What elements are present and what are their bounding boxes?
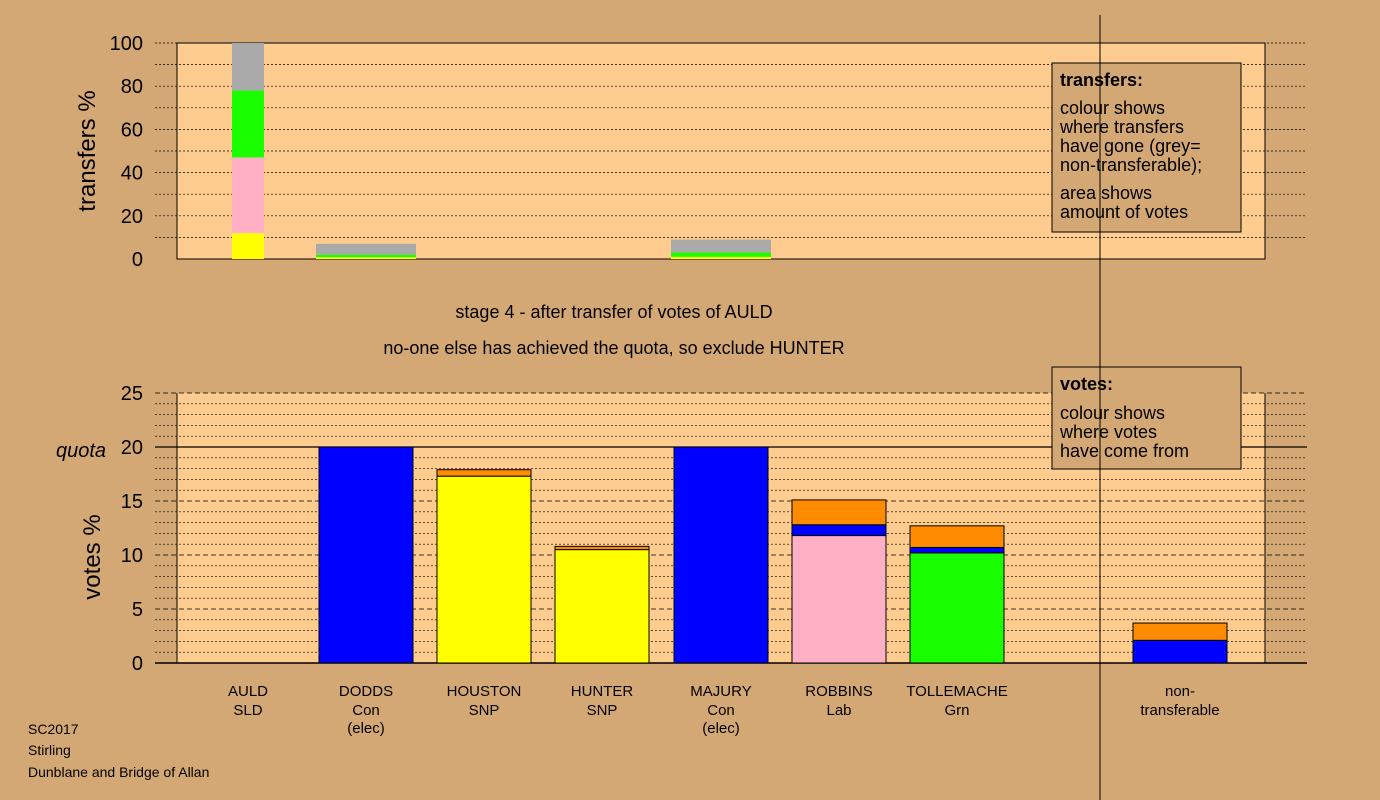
candidate-party-label: Grn — [944, 702, 969, 719]
transfers-legend-line: colour shows — [1060, 98, 1165, 118]
status-text: no-one else has achieved the quota, so e… — [383, 338, 844, 358]
transfer-bar-segment — [671, 239, 771, 253]
transfers-y-tick-label: 0 — [132, 249, 143, 271]
candidate-party-label: SNP — [587, 702, 618, 719]
vote-bar-segment — [909, 546, 1005, 554]
candidate-party-label: Con — [352, 702, 380, 719]
transfers-legend-line: amount of votes — [1060, 202, 1188, 222]
transfers-y-tick-label: 20 — [121, 206, 143, 228]
transfers-y-tick-label: 40 — [121, 163, 143, 185]
vote-bar-segment — [554, 545, 650, 551]
transfer-bar-segment — [232, 90, 264, 158]
candidate-name-label: ROBBINS — [805, 683, 873, 700]
transfer-bar-segment — [232, 43, 264, 91]
votes-legend-box: votes: colour shows where votes have com… — [1051, 366, 1242, 470]
vote-bar-segment — [791, 535, 887, 664]
transfers-legend-line: area shows — [1060, 183, 1152, 203]
vote-bar-segment — [791, 524, 887, 537]
non-transferable-label: transferable — [1140, 702, 1219, 719]
stage-text: stage 4 - after transfer of votes of AUL… — [455, 302, 772, 322]
candidate-status-label: (elec) — [347, 720, 385, 737]
votes-legend-line: colour shows — [1060, 403, 1165, 423]
footer-ward: Dunblane and Bridge of Allan — [28, 764, 209, 780]
candidate-name-label: TOLLEMACHE — [906, 683, 1007, 700]
votes-legend-title: votes: — [1060, 374, 1113, 394]
candidate-name-label: AULD — [228, 683, 268, 700]
transfers-y-tick-label: 80 — [121, 76, 143, 98]
transfer-bar-segment — [316, 254, 416, 258]
transfer-bar-segment — [316, 257, 416, 259]
transfer-bar-segment — [232, 157, 264, 234]
vote-bar-segment — [436, 469, 532, 477]
transfers-legend-line: where transfers — [1059, 117, 1184, 137]
votes-y-tick-label: 25 — [121, 383, 143, 405]
votes-y-tick-label: 15 — [121, 491, 143, 513]
votes-y-tick-label: 5 — [132, 599, 143, 621]
candidate-name-label: MAJURY — [690, 683, 751, 700]
transfers-legend-title: transfers: — [1060, 70, 1143, 90]
votes-y-tick-label: 10 — [121, 545, 143, 567]
vote-bar-segment — [909, 525, 1005, 548]
vote-bar-segment — [436, 475, 532, 664]
transfers-legend-line: have gone (grey= — [1060, 136, 1201, 156]
candidate-name-label: HOUSTON — [447, 683, 522, 700]
transfer-bar-segment — [671, 252, 771, 257]
votes-y-tick-label: 0 — [132, 653, 143, 675]
candidate-status-label: (elec) — [702, 720, 740, 737]
vote-bar-segment — [554, 549, 650, 664]
votes-legend-line: have come from — [1060, 441, 1189, 461]
candidate-name-label: DODDS — [339, 683, 393, 700]
vote-bar-segment — [318, 446, 414, 664]
vote-bar-segment — [1132, 622, 1228, 641]
transfers-legend-box: transfers: colour shows where transfers … — [1051, 62, 1242, 233]
transfers-legend-line: non-transferable); — [1060, 155, 1202, 175]
votes-y-axis-label: votes % — [79, 514, 106, 599]
transfer-bar-segment — [232, 233, 264, 259]
votes-y-tick-label: 20 — [121, 437, 143, 459]
candidate-party-label: SLD — [233, 702, 262, 719]
transfer-bar-segment — [316, 243, 416, 255]
vote-bar-segment — [1132, 639, 1228, 664]
votes-legend-line: where votes — [1059, 422, 1157, 442]
transfer-bar-segment — [671, 256, 771, 259]
transfers-y-axis-label: transfers % — [74, 90, 101, 211]
vote-bar-segment — [673, 446, 769, 664]
quota-label: quota — [56, 440, 106, 462]
candidate-party-label: Con — [707, 702, 735, 719]
candidate-party-label: SNP — [469, 702, 500, 719]
vote-bar-segment — [909, 552, 1005, 664]
footer-election: SC2017 — [28, 721, 79, 737]
transfers-y-tick-label: 60 — [121, 119, 143, 141]
candidate-name-label: HUNTER — [571, 683, 634, 700]
footer-council: Stirling — [28, 742, 71, 758]
transfers-y-tick-label: 100 — [110, 33, 143, 55]
non-transferable-label: non- — [1165, 683, 1195, 700]
vote-bar-segment — [791, 499, 887, 526]
candidate-party-label: Lab — [826, 702, 851, 719]
